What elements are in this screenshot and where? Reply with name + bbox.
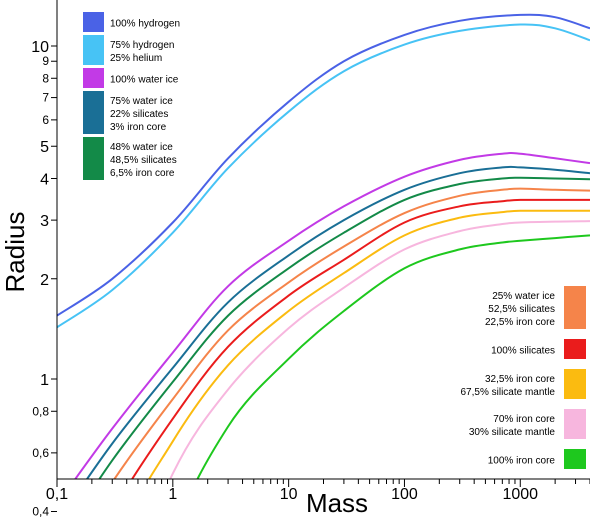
legend-swatch bbox=[83, 137, 104, 180]
x-tick-label: 10 bbox=[280, 486, 298, 503]
legend-label: 70% iron core bbox=[493, 414, 555, 425]
legend-swatch bbox=[83, 12, 104, 32]
legend-label: 6,5% iron core bbox=[110, 168, 175, 179]
legend-label: 32,5% iron core bbox=[485, 374, 555, 385]
series-line-3 bbox=[74, 151, 590, 479]
legend-label: 100% iron core bbox=[488, 456, 556, 467]
legend-swatch bbox=[83, 91, 104, 134]
legend-label: 100% water ice bbox=[110, 75, 179, 86]
series-line-7 bbox=[130, 198, 590, 479]
series-line-5 bbox=[98, 176, 590, 479]
legend-label: 48% water ice bbox=[110, 142, 173, 153]
legend-item: 75% hydrogen 25% helium bbox=[83, 35, 175, 65]
legend-item: 100% silicates bbox=[491, 339, 586, 359]
y-tick-label: 8 bbox=[42, 71, 49, 85]
legend-item: 32,5% iron core 67,5% silicate mantle bbox=[461, 369, 586, 399]
y-tick-label: 5 bbox=[40, 139, 49, 156]
series-line-4 bbox=[85, 165, 590, 479]
y-tick-label: 9 bbox=[42, 54, 49, 68]
legend-label: 67,5% silicate mantle bbox=[461, 387, 556, 398]
legend-swatch bbox=[83, 68, 104, 88]
series-line-9 bbox=[169, 220, 590, 479]
y-tick-label: 10 bbox=[31, 39, 49, 56]
legend-swatch bbox=[564, 449, 586, 469]
x-tick-label: 100 bbox=[391, 486, 418, 503]
y-tick-label: 3 bbox=[40, 213, 49, 230]
legend-label: 75% water ice bbox=[110, 96, 173, 107]
y-axis-title: Radius bbox=[0, 212, 30, 293]
y-tick-label: 7 bbox=[42, 91, 49, 105]
legend-label: 30% silicate mantle bbox=[469, 427, 556, 438]
series-line-6 bbox=[113, 187, 590, 479]
legend-label: 100% silicates bbox=[491, 346, 555, 357]
legend-top-left: 100% hydrogen 75% hydrogen 25% helium 100% … bbox=[83, 12, 180, 180]
series-line-8 bbox=[147, 209, 590, 479]
x-axis-title: Mass bbox=[306, 488, 368, 518]
series-line-10 bbox=[196, 234, 590, 479]
y-tick-label: 2 bbox=[40, 272, 49, 289]
axes bbox=[56, 0, 590, 480]
x-tick-label: 0,1 bbox=[46, 486, 68, 503]
x-axis-ticks: 0,1 1 10 100 1000 bbox=[46, 479, 590, 503]
y-tick-label: 0,6 bbox=[32, 446, 49, 460]
legend-swatch bbox=[564, 339, 586, 359]
y-tick-label: 4 bbox=[40, 172, 49, 189]
legend-swatch bbox=[83, 35, 104, 65]
x-tick-label: 1000 bbox=[502, 486, 538, 503]
y-tick-label: 1 bbox=[40, 372, 49, 389]
legend-bottom-right: 25% water ice 52,5% silicates 22,5% iron c… bbox=[461, 286, 586, 469]
legend-item: 100% iron core bbox=[488, 449, 586, 469]
legend-item: 75% water ice 22% silicates 3% iron core bbox=[83, 91, 173, 134]
series-line-1 bbox=[57, 13, 590, 317]
legend-item: 25% water ice 52,5% silicates 22,5% iron c… bbox=[485, 286, 586, 329]
y-tick-label: 0,8 bbox=[32, 404, 49, 418]
series-line-2 bbox=[57, 23, 590, 329]
legend-item: 100% water ice bbox=[83, 68, 179, 88]
legend-label: 25% water ice bbox=[492, 291, 555, 302]
x-tick-label: 1 bbox=[168, 486, 177, 503]
legend-label: 3% iron core bbox=[110, 122, 167, 133]
legend-label: 100% hydrogen bbox=[110, 19, 180, 30]
legend-label: 52,5% silicates bbox=[488, 304, 555, 315]
series-lines bbox=[57, 13, 590, 479]
legend-label: 75% hydrogen bbox=[110, 40, 175, 51]
legend-swatch bbox=[564, 286, 586, 329]
y-tick-label: 0,4 bbox=[32, 505, 49, 519]
legend-label: 22,5% iron core bbox=[485, 317, 555, 328]
y-tick-label: 6 bbox=[42, 113, 49, 127]
legend-label: 22% silicates bbox=[110, 109, 168, 120]
legend-swatch bbox=[564, 369, 586, 399]
legend-label: 25% helium bbox=[110, 53, 162, 64]
legend-item: 48% water ice 48,5% silicates 6,5% iron co… bbox=[83, 137, 177, 180]
legend-item: 100% hydrogen bbox=[83, 12, 180, 32]
legend-swatch bbox=[564, 409, 586, 439]
legend-item: 70% iron core 30% silicate mantle bbox=[469, 409, 586, 439]
legend-label: 48,5% silicates bbox=[110, 155, 177, 166]
